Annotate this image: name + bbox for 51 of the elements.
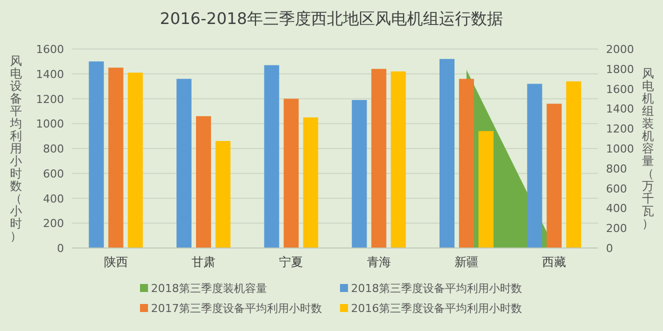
- y2-tick-label: 400: [606, 202, 627, 216]
- bar: [176, 78, 192, 248]
- y-tick-label: 1000: [36, 118, 64, 131]
- bar: [303, 117, 318, 248]
- chart-title: 2016-2018年三季度西北地区风电机组运行数据: [160, 9, 504, 28]
- y2-tick-label: 1000: [606, 142, 634, 156]
- bar: [459, 78, 474, 248]
- y-tick-label: 1400: [36, 68, 64, 81]
- legend-label: 2018第三季度装机容量: [151, 282, 267, 295]
- bar: [390, 71, 406, 248]
- x-tick-label: 新疆: [454, 255, 478, 269]
- bar: [546, 104, 562, 248]
- legend-label: 2018第三季度设备平均利用小时数: [351, 282, 522, 295]
- x-tick-label: 甘肃: [192, 255, 216, 269]
- bar: [478, 131, 494, 248]
- bar: [371, 68, 386, 248]
- bar: [108, 68, 124, 248]
- x-tick-label: 陕西: [104, 255, 128, 269]
- y2-tick-label: 200: [606, 222, 627, 236]
- y-tick-label: 200: [43, 217, 64, 230]
- y-tick-label: 0: [57, 242, 64, 255]
- bar: [196, 116, 211, 248]
- y2-tick-label: 1400: [606, 102, 634, 116]
- bar: [128, 72, 143, 248]
- y-tick-label: 1600: [36, 43, 64, 56]
- y2-tick-label: 1800: [606, 62, 634, 76]
- text: 风电设备平均利用小时数（小时）: [10, 54, 22, 243]
- legend-label: 2017第三季度设备平均利用小时数: [151, 302, 322, 315]
- x-tick-label: 宁夏: [279, 255, 304, 269]
- bar: [440, 58, 454, 248]
- x-tick-label: 西藏: [542, 255, 566, 269]
- y-tick-label: 1200: [36, 92, 64, 106]
- bar: [352, 100, 367, 248]
- y-tick-label: 800: [43, 142, 64, 156]
- y2-tick-label: 1600: [606, 82, 634, 96]
- x-tick-label: 青海: [366, 255, 391, 269]
- bar: [264, 65, 280, 248]
- bar: [88, 61, 104, 248]
- legend-label: 2016第三季度设备平均利用小时数: [351, 302, 522, 315]
- bar: [216, 141, 230, 248]
- bar: [566, 81, 582, 248]
- bar: [284, 98, 299, 248]
- y2-tick-label: 1200: [606, 122, 634, 136]
- y-tick-label: 400: [43, 192, 64, 206]
- text: 风电机组装机容量（万千瓦）: [642, 66, 654, 230]
- y2-tick-label: 800: [606, 162, 627, 176]
- y-tick-label: 600: [43, 167, 64, 180]
- bar: [527, 84, 542, 248]
- y2-tick-label: 2000: [606, 43, 634, 56]
- y2-tick-label: 0: [606, 242, 613, 255]
- y2-tick-label: 600: [606, 182, 627, 196]
